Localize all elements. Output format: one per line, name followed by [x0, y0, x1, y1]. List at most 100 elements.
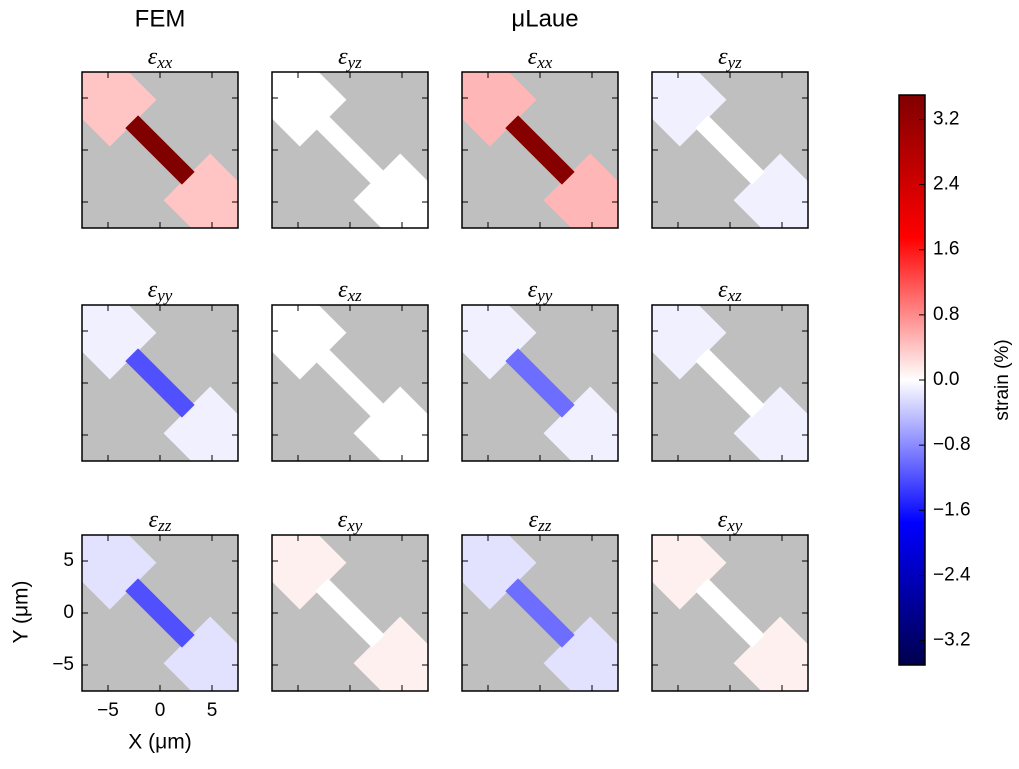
neck: [505, 115, 575, 185]
neck: [695, 578, 765, 648]
title-subscript: xy: [726, 516, 743, 535]
neck: [505, 578, 575, 648]
panel-title: εxy: [338, 507, 363, 535]
pad: [353, 386, 428, 461]
title-symbol: ε: [528, 44, 538, 70]
specimen: [462, 72, 618, 228]
title-symbol: ε: [338, 44, 348, 70]
specimen-rotated: [462, 305, 618, 461]
panel-title: εxy: [718, 507, 743, 535]
specimen-rotated: [652, 305, 808, 461]
title-symbol: ε: [148, 44, 158, 70]
neck: [315, 115, 385, 185]
y-tick-label: 0: [63, 602, 74, 623]
pad: [272, 72, 347, 147]
specimen-rotated: [462, 72, 618, 228]
panel-title: εxz: [718, 277, 742, 305]
x-tick-label: 0: [155, 700, 166, 721]
panel: εxy: [271, 507, 429, 692]
title-subscript: yz: [726, 53, 743, 72]
title-subscript: xz: [727, 286, 743, 305]
panel: εzz −5 0 5 5 0 −5: [52, 507, 239, 721]
specimen-rotated: [652, 72, 808, 228]
title-subscript: xx: [156, 53, 173, 72]
pad: [163, 153, 238, 228]
specimen-rotated: [462, 535, 618, 691]
colorbar-label: strain (%): [992, 339, 1013, 420]
panel: εyy: [461, 277, 619, 462]
neck: [695, 348, 765, 418]
title-symbol: ε: [528, 277, 538, 303]
title-symbol: ε: [338, 277, 348, 303]
x-tick-label: 5: [207, 700, 218, 721]
column-header: μLaue: [511, 5, 578, 32]
specimen: [462, 305, 618, 461]
specimen-rotated: [82, 72, 238, 228]
title-subscript: xx: [536, 53, 553, 72]
title-symbol: ε: [718, 507, 728, 533]
panel-title: εxx: [528, 44, 553, 72]
neck: [315, 348, 385, 418]
y-tick-label: −5: [52, 654, 74, 675]
neck: [125, 578, 195, 648]
title-subscript: zz: [537, 516, 552, 535]
pad: [82, 535, 157, 610]
specimen-rotated: [272, 72, 428, 228]
neck: [695, 115, 765, 185]
pad: [652, 72, 727, 147]
specimen-rotated: [82, 535, 238, 691]
neck: [505, 348, 575, 418]
colorbar-tick-label: −2.4: [933, 564, 971, 585]
column-header: FEM: [135, 5, 186, 32]
pad: [733, 386, 808, 461]
pad: [353, 153, 428, 228]
pad: [543, 386, 618, 461]
pad: [543, 616, 618, 691]
specimen: [272, 72, 428, 228]
title-symbol: ε: [148, 277, 158, 303]
colorbar-tick-label: −0.8: [933, 434, 971, 455]
panel-title: εyy: [528, 277, 553, 305]
title-symbol: ε: [149, 507, 159, 533]
title-subscript: yy: [535, 286, 553, 305]
specimen: [82, 535, 238, 691]
y-axis-label: Y (μm): [10, 580, 33, 643]
title-subscript: xz: [347, 286, 363, 305]
panel: εxz: [271, 277, 429, 462]
pad: [543, 153, 618, 228]
pad: [163, 386, 238, 461]
panel: εxz: [651, 277, 809, 462]
specimen: [652, 305, 808, 461]
pad: [462, 535, 537, 610]
pad: [272, 305, 347, 380]
panel-title: εzz: [529, 507, 552, 535]
panel: εxx: [81, 44, 239, 229]
specimen-rotated: [82, 305, 238, 461]
panel-title: εzz: [149, 507, 172, 535]
colorbar-tick-label: 3.2: [933, 108, 959, 129]
colorbar-tick-label: 1.6: [933, 239, 959, 260]
specimen-rotated: [272, 305, 428, 461]
specimen-rotated: [652, 535, 808, 691]
x-tick-label: −5: [97, 700, 119, 721]
title-subscript: xy: [346, 516, 363, 535]
title-symbol: ε: [338, 507, 348, 533]
specimen: [272, 305, 428, 461]
title-subscript: yy: [155, 286, 173, 305]
panel-title: εxx: [148, 44, 173, 72]
pad: [733, 153, 808, 228]
pad: [652, 535, 727, 610]
panel: εyz: [651, 44, 809, 229]
title-subscript: yz: [346, 53, 363, 72]
specimen-rotated: [272, 535, 428, 691]
title-symbol: ε: [529, 507, 539, 533]
specimen: [652, 535, 808, 691]
title-symbol: ε: [718, 44, 728, 70]
y-tick-label: 5: [63, 550, 74, 571]
pad: [353, 616, 428, 691]
colorbar-tick-label: 0.8: [933, 304, 959, 325]
panel-title: εyz: [338, 44, 362, 72]
panel: εyz: [271, 44, 429, 229]
